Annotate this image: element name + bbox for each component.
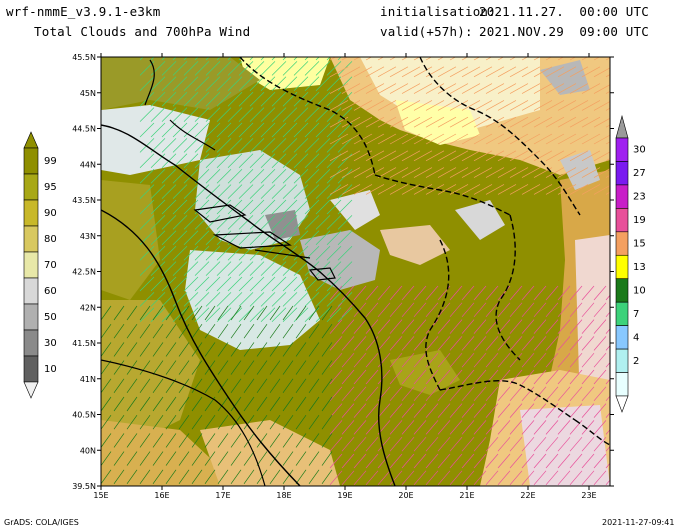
lat-tick-label: 43N: [80, 232, 96, 241]
lon-tick-label: 16E: [154, 491, 169, 500]
wind-colorbar-bin: [615, 278, 629, 303]
lon-tick-label: 22E: [520, 491, 535, 500]
init-label: initialisation:: [380, 4, 496, 19]
valid-label: valid(+57h):: [380, 24, 473, 39]
cloud-colorbar-bin: [23, 355, 39, 383]
cloud-colorbar-bin: [23, 251, 39, 279]
wind-colorbar-label: 4: [633, 332, 639, 343]
lon-tick-label: 18E: [276, 491, 291, 500]
wind-colorbar-label: 7: [633, 309, 639, 320]
lon-tick-label: 23E: [581, 491, 596, 500]
wind-colorbar-label: 19: [633, 215, 646, 226]
cloud-colorbar-bin: [23, 277, 39, 305]
coastlines: [101, 57, 610, 486]
lat-tick-label: 42N: [80, 303, 96, 312]
lat-tick-label: 39.5N: [72, 482, 96, 491]
lat-tick-label: 43.5N: [72, 196, 96, 205]
wind-streamlines: [101, 57, 610, 486]
wind-colorbar-bin: [615, 184, 629, 209]
footer-grads: GrADS: COLA/IGES: [4, 518, 79, 527]
wind-colorbar-label: 10: [633, 285, 646, 296]
cloud-colorbar-bin: [23, 225, 39, 253]
lon-tick-label: 15E: [93, 491, 108, 500]
lon-tick-label: 20E: [398, 491, 413, 500]
wind-colorbar-bin: [615, 254, 629, 280]
latitude-ticks: 45.5N 45N 44.5N 44N 43.5N 43N 42.5N 42N 41.5N 41N…: [72, 53, 614, 491]
lat-tick-label: 40N: [80, 446, 96, 455]
wind-colorbar-bottom-arrow: [615, 395, 629, 413]
cloud-colorbar-bin: [23, 303, 39, 331]
lat-tick-label: 45.5N: [72, 53, 96, 62]
cloud-colorbar-label: 70: [44, 260, 57, 271]
cloud-colorbar-top-arrow: [23, 131, 39, 149]
footer-timestamp: 2021-11-27-09:41: [602, 518, 675, 527]
cloud-colorbar-bin: [23, 173, 39, 201]
lat-tick-label: 41.5N: [72, 339, 96, 348]
cloud-colorbar-label: 60: [44, 286, 57, 297]
lat-tick-label: 45N: [80, 89, 96, 98]
cloud-colorbar-label: 90: [44, 208, 57, 219]
wind-colorbar-bin: [615, 325, 629, 350]
wind-colorbar-bin: [615, 161, 629, 186]
lat-tick-label: 42.5N: [72, 268, 96, 277]
lat-tick-label: 40.5N: [72, 411, 96, 420]
wind-colorbar-bin: [615, 301, 629, 326]
cloud-colorbar-bin: [23, 199, 39, 227]
cloud-colorbar-label: 80: [44, 234, 57, 245]
product-title: Total Clouds and 700hPa Wind: [34, 24, 251, 39]
wind-colorbar-bin: [615, 137, 629, 162]
wind-colorbar-label: 23: [633, 192, 646, 203]
wind-colorbar-bin: [615, 348, 629, 373]
model-title: wrf-nmmE_v3.9.1-e3km: [6, 4, 161, 19]
cloud-colorbar-bottom-arrow: [23, 381, 39, 399]
lon-tick-label: 17E: [215, 491, 230, 500]
lat-tick-label: 44.5N: [72, 125, 96, 134]
wind-colorbar-label: 27: [633, 168, 646, 179]
wind-colorbar-label: 15: [633, 239, 646, 250]
lat-tick-label: 41N: [80, 375, 96, 384]
lon-tick-label: 19E: [337, 491, 352, 500]
wind-speed-colorbar: 30 27 23 19 15 13 10 7 4 2: [615, 114, 646, 413]
wind-colorbar-label: 2: [633, 356, 639, 367]
cloud-colorbar-label: 50: [44, 312, 57, 323]
cloud-colorbar-bin: [23, 329, 39, 357]
wind-colorbar-bin: [615, 208, 629, 233]
wind-colorbar-bin: [615, 231, 629, 256]
wind-colorbar-label: 13: [633, 262, 646, 273]
longitude-ticks: 15E 16E 17E 18E 19E 20E 21E 22E 23E: [93, 53, 597, 500]
wind-colorbar-bin: [615, 372, 629, 397]
valid-value: 2021.NOV.29 09:00 UTC: [479, 24, 649, 39]
wind-colorbar-label: 30: [633, 145, 646, 156]
cloud-colorbar-label: 95: [44, 182, 57, 193]
cloud-colorbar-bin: [23, 147, 39, 175]
init-value: 2021.11.27. 00:00 UTC: [479, 4, 649, 19]
cloud-colorbar-label: 99: [44, 156, 57, 167]
lon-tick-label: 21E: [459, 491, 474, 500]
cloud-colorbar-label: 10: [44, 364, 57, 375]
wind-colorbar-top-arrow: [615, 114, 629, 139]
cloud-cover-colorbar: 99 95 90 80 70 60 50 30 10: [23, 131, 57, 399]
cloud-colorbar-label: 30: [44, 338, 57, 349]
lat-tick-label: 44N: [80, 160, 96, 169]
